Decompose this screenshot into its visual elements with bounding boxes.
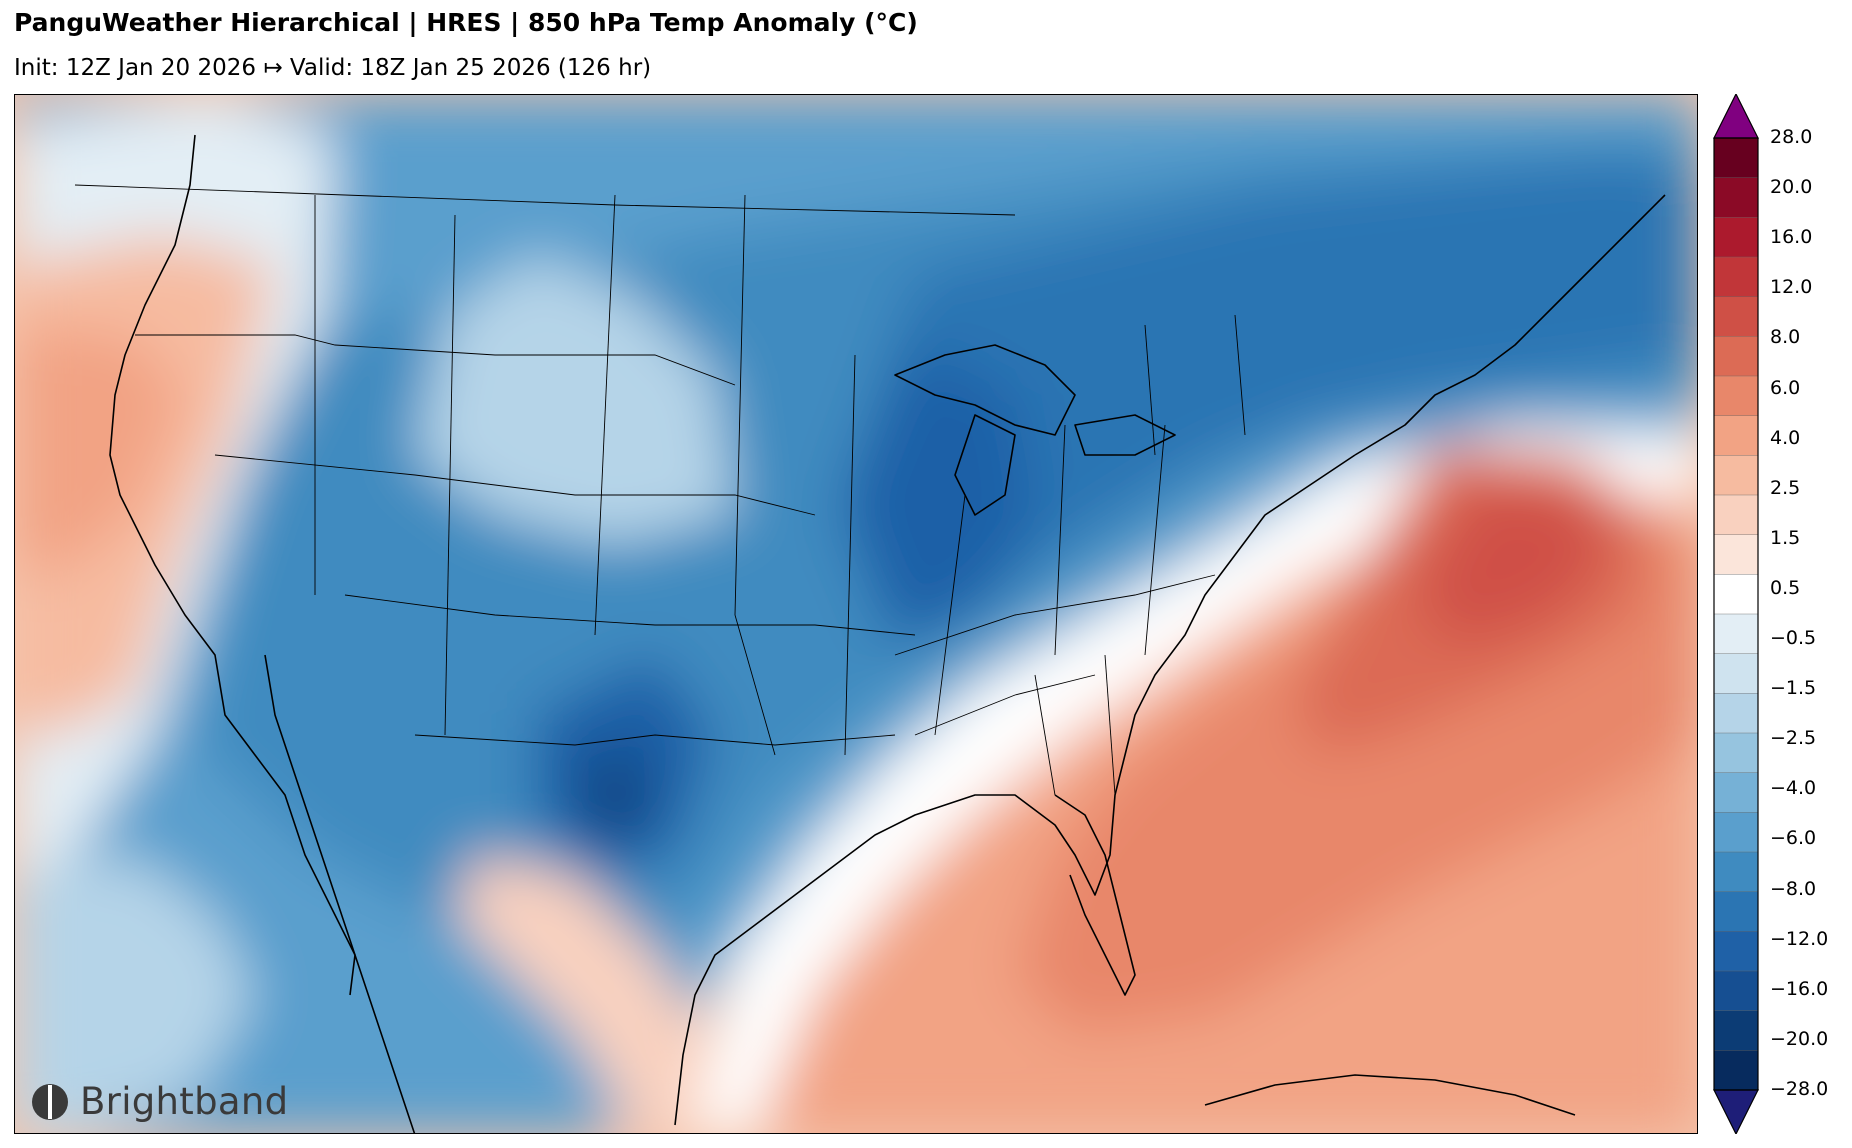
anomaly-field [15,95,1697,1133]
colorbar-tick-label: 0.5 [1770,576,1801,599]
brightband-logo: Brightband [30,1080,288,1123]
colorbar-swatch [1713,931,1759,972]
colorbar-outline [1713,137,1759,1091]
colorbar-swatch [1713,177,1759,219]
colorbar-swatch [1713,415,1759,457]
coastlines [109,134,1666,1133]
colorbar-swatch [1713,1050,1759,1091]
colorbar-swatch [1713,336,1759,377]
colorbar-swatch [1713,693,1759,734]
colorbar-tick-label: 28.0 [1770,126,1813,148]
colorbar-swatch [1713,732,1759,774]
colorbar-tick-label: −12.0 [1770,927,1829,950]
colorbar-tick-label: −20.0 [1770,1027,1829,1050]
colorbar-tick-label: −6.0 [1770,827,1817,850]
colorbar-swatch [1713,256,1759,298]
colorbar-tick-label: 16.0 [1770,226,1813,249]
colorbar-swatch [1713,217,1759,258]
colorbar-tick-label: 20.0 [1770,176,1813,199]
colorbar-swatch [1713,137,1759,179]
colorbar-tick-label: −16.0 [1770,977,1829,1000]
colorbar-tick-label: 4.0 [1770,426,1801,449]
colorbar-tick-label: −28.0 [1770,1078,1829,1100]
colorbar-tick-labels: 28.0 20.0 16.0 12.0 8.0 6.0 4.0 2.5 1.5 0.5 −0.5 −1… [1770,0,1852,1148]
colorbar-extend-min [1713,1089,1759,1134]
colorbar-tick-label: −0.5 [1770,627,1817,650]
colorbar-swatches [1713,137,1759,1091]
map-canvas [15,95,1697,1133]
colorbar-tick-label: 12.0 [1770,276,1813,299]
colorbar-swatch [1713,455,1759,496]
temperature-anomaly-map [14,94,1698,1134]
colorbar-swatch [1713,1010,1759,1052]
colorbar-tick-label: 1.5 [1770,526,1801,549]
colorbar-swatch [1713,296,1759,338]
colorbar-swatch [1713,772,1759,814]
brightband-logo-icon [32,1083,68,1120]
colorbar-tick-label: −1.5 [1770,677,1817,700]
colorbar-tick-label: 6.0 [1770,376,1801,399]
brand-name: Brightband [80,1080,289,1123]
colorbar-swatch [1713,812,1759,853]
colorbar-swatch [1713,970,1759,1012]
chart-title: PanguWeather Hierarchical | HRES | 850 h… [14,8,918,37]
colorbar-swatch [1713,534,1759,576]
colorbar-swatch [1713,891,1759,933]
chart-subtitle: Init: 12Z Jan 20 2026 ↦ Valid: 18Z Jan 2… [14,55,652,81]
colorbar-tick-label: 2.5 [1770,476,1801,499]
colorbar-swatch [1713,613,1759,655]
colorbar-tick-label: −2.5 [1770,727,1817,750]
colorbar [1713,94,1759,1134]
colorbar-tick-label: 8.0 [1770,326,1801,349]
colorbar-extend-max [1713,94,1759,139]
colorbar-swatch [1713,375,1759,417]
colorbar-swatch [1713,574,1759,615]
colorbar-swatch [1713,653,1759,695]
state-borders [74,184,1246,796]
colorbar-swatch [1713,494,1759,536]
colorbar-tick-label: −4.0 [1770,777,1817,800]
colorbar-tick-label: −8.0 [1770,877,1817,900]
colorbar-swatch [1713,851,1759,893]
